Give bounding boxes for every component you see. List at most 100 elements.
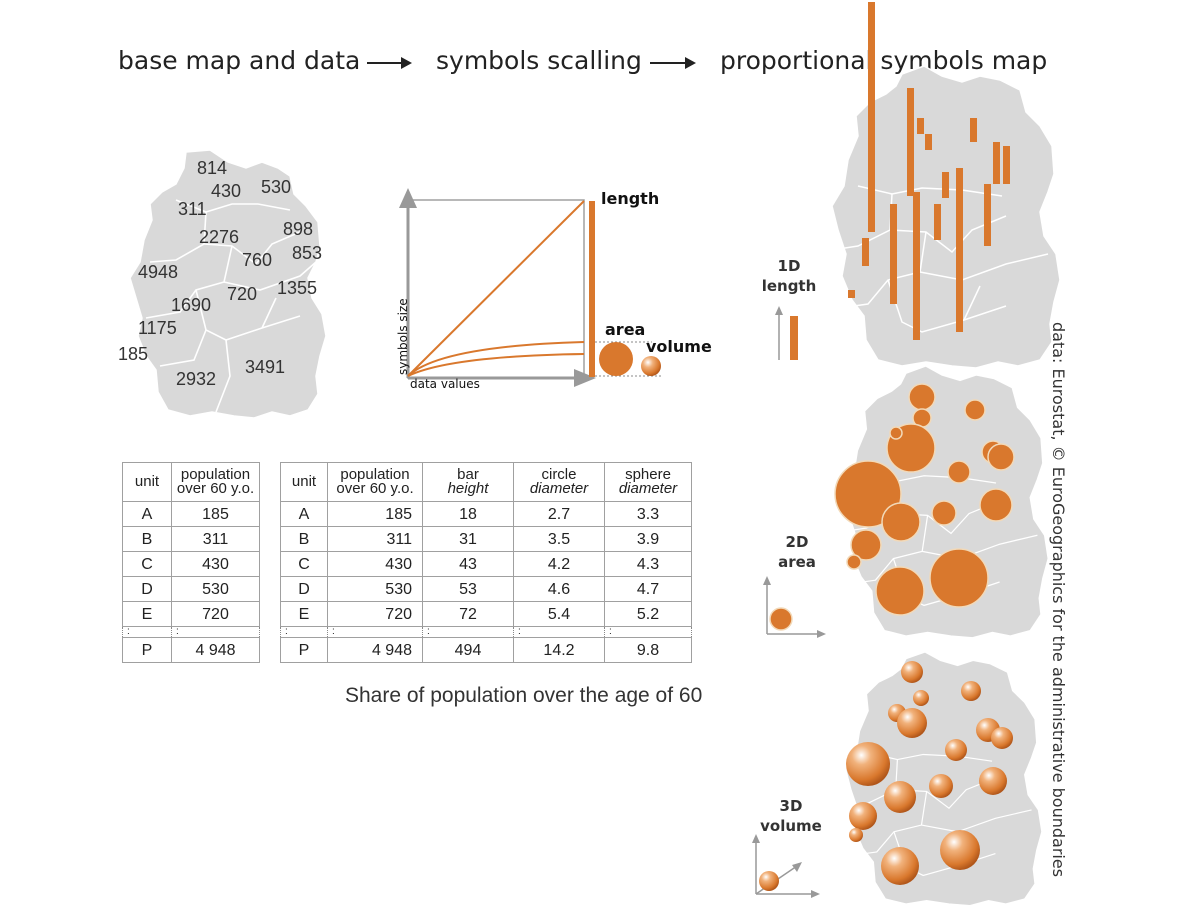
cell-bar-height: 494	[422, 637, 514, 663]
figure-caption: Share of population over the age of 60	[345, 684, 703, 707]
header-line: population	[340, 466, 410, 483]
cell-unit: P	[122, 637, 172, 663]
table-row: P 4 948	[122, 637, 260, 663]
area-circle	[889, 426, 903, 440]
step-symbols-scaling: symbols scalling	[436, 46, 642, 75]
arrow-right-icon	[650, 57, 696, 69]
map-label: 185	[118, 344, 149, 364]
ellipsis-cell: :	[604, 626, 692, 638]
cell-sphere-diameter: 9.8	[604, 637, 692, 663]
column-header-bar-height: bar height	[422, 462, 514, 502]
volume-label: volume	[646, 337, 712, 356]
legend-3d-icon	[752, 834, 820, 898]
cell-population: 720	[327, 601, 423, 627]
cell-population: 720	[171, 601, 260, 627]
length-bar-symbol	[589, 201, 595, 377]
volume-spheres	[846, 661, 1013, 885]
area-circle	[881, 502, 921, 542]
volume-sphere	[881, 847, 919, 885]
area-curve	[407, 341, 585, 377]
area-label: area	[605, 320, 646, 339]
table-row: A 185	[122, 501, 260, 527]
table-row: C 430	[122, 551, 260, 577]
volume-sphere-symbol	[641, 356, 661, 376]
length-curve	[407, 200, 585, 377]
table-row: C 430 43 4.2 4.3	[280, 551, 692, 577]
legend-2d-label: 2D area	[764, 532, 830, 572]
cell-population: 530	[327, 576, 423, 602]
area-circle	[834, 460, 902, 528]
length-bar	[925, 134, 932, 150]
cell-sphere-diameter: 5.2	[604, 601, 692, 627]
length-bar	[917, 118, 924, 134]
area-circle	[947, 460, 971, 484]
cell-unit: D	[122, 576, 172, 602]
cell-bar-height: 72	[422, 601, 514, 627]
length-bar	[984, 184, 991, 246]
map-1d-length	[831, 65, 1061, 369]
table-row: D 530 53 4.6 4.7	[280, 576, 692, 602]
step-base-map-and-data: base map and data	[118, 46, 361, 75]
length-bar	[868, 2, 875, 232]
legend-2d-icon	[763, 576, 826, 638]
cell-unit: P	[280, 637, 328, 663]
header-line: diameter	[618, 480, 678, 497]
length-bars	[848, 2, 1010, 340]
header-line: diameter	[529, 480, 589, 497]
table-header-row: unit population over 60 y.o. bar height …	[280, 462, 692, 502]
length-bar	[862, 238, 869, 266]
table-symbol-sizes: unit population over 60 y.o. bar height …	[280, 462, 692, 663]
base-map-borders	[145, 199, 317, 413]
cell-unit: C	[122, 551, 172, 577]
area-circle	[875, 566, 925, 616]
volume-sphere	[849, 802, 877, 830]
table-row: E 720	[122, 601, 260, 627]
legend-3d-label: 3D volume	[754, 796, 828, 836]
legend-line: length	[761, 277, 817, 295]
map-label: 760	[242, 250, 273, 270]
volume-sphere	[979, 767, 1007, 795]
cell-unit: E	[280, 601, 328, 627]
data-source-credit: data: Eurostat, © EuroGeographics for th…	[1049, 322, 1068, 878]
column-header-circle-diameter: circle diameter	[513, 462, 605, 502]
arrow-right-icon	[367, 57, 412, 69]
map-label: 4948	[138, 262, 179, 282]
area-circle-symbol	[599, 342, 633, 376]
cell-circle-diameter: 5.4	[513, 601, 605, 627]
x-axis-arrow-icon	[408, 369, 596, 387]
cell-bar-height: 53	[422, 576, 514, 602]
length-bar	[956, 168, 963, 332]
area-circle	[929, 548, 989, 608]
legend-1d-icon	[775, 306, 798, 360]
map-label: 3491	[245, 357, 286, 377]
volume-sphere	[961, 681, 981, 701]
map-label: 814	[197, 158, 228, 178]
area-circle	[987, 443, 1015, 471]
table-ellipsis-row: : :	[122, 626, 260, 638]
cell-population: 185	[171, 501, 260, 527]
step-proportional-symbols-map: proportional symbols map	[720, 46, 1048, 75]
cell-population: 4 948	[171, 637, 260, 663]
volume-sphere	[884, 781, 916, 813]
cell-circle-diameter: 4.6	[513, 576, 605, 602]
area-circle	[931, 500, 957, 526]
header-line: height	[447, 480, 489, 497]
cell-unit: A	[280, 501, 328, 527]
column-header-unit: unit	[280, 462, 328, 502]
table-population: unit population over 60 y.o. A 185 B 311…	[122, 462, 260, 663]
area-circles	[834, 383, 1015, 616]
cell-unit: E	[122, 601, 172, 627]
volume-sphere	[897, 708, 927, 738]
length-bar	[970, 118, 977, 142]
legend-line: 3D	[779, 797, 803, 815]
map-label: 2932	[176, 369, 217, 389]
table-header-row: unit population over 60 y.o.	[122, 462, 260, 502]
column-header-unit: unit	[122, 462, 172, 502]
header-line: sphere	[625, 466, 671, 483]
length-bar	[848, 290, 855, 298]
cell-circle-diameter: 14.2	[513, 637, 605, 663]
